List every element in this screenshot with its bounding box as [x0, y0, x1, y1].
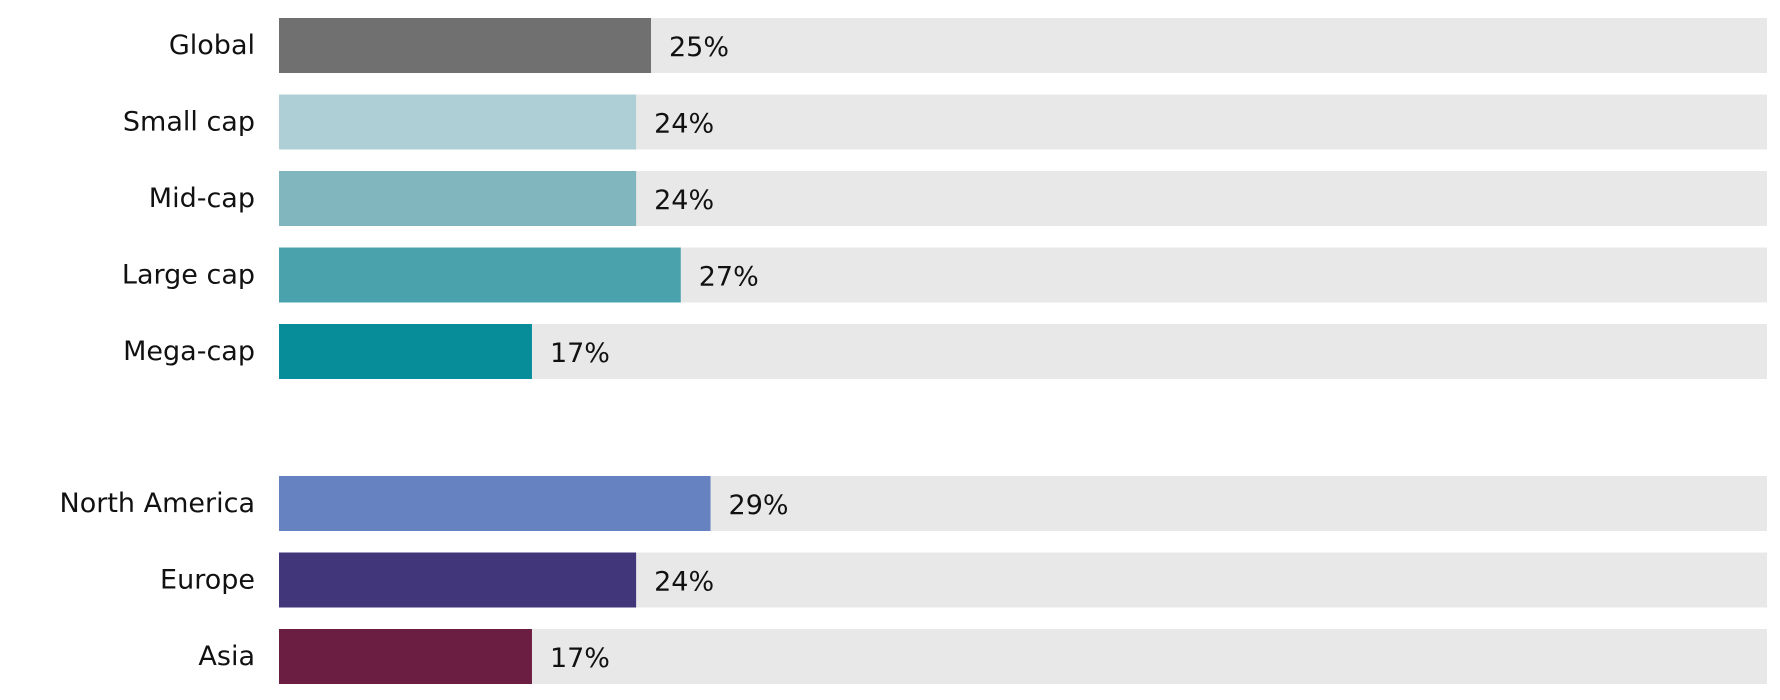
data-label: 29%	[729, 490, 789, 521]
data-label: 17%	[550, 643, 610, 674]
bar	[279, 552, 637, 608]
data-label: 24%	[654, 185, 714, 216]
category-label: Mid-cap	[149, 183, 255, 214]
bar	[279, 171, 637, 226]
bar	[279, 247, 681, 303]
category-label: Global	[169, 30, 255, 61]
data-label: 17%	[550, 338, 610, 369]
data-label: 27%	[699, 262, 759, 293]
bar-group: Global 25% Small cap 24% Mid-cap 24% Large cap…	[122, 18, 1767, 379]
data-label: 24%	[654, 109, 714, 140]
category-label: Large cap	[122, 260, 255, 291]
data-label: 25%	[669, 32, 729, 63]
category-label: Asia	[198, 641, 255, 672]
data-label: 24%	[654, 567, 714, 598]
bar	[279, 629, 532, 684]
category-label: Small cap	[123, 107, 255, 138]
bar	[279, 476, 711, 531]
bar	[279, 324, 532, 379]
bar	[279, 94, 637, 150]
category-label: Europe	[160, 565, 255, 596]
category-label: Mega-cap	[123, 336, 255, 367]
bar-group: North America 29% Europe 24% Asia 17%	[60, 476, 1767, 684]
bar	[279, 18, 651, 73]
category-label: North America	[60, 488, 255, 519]
